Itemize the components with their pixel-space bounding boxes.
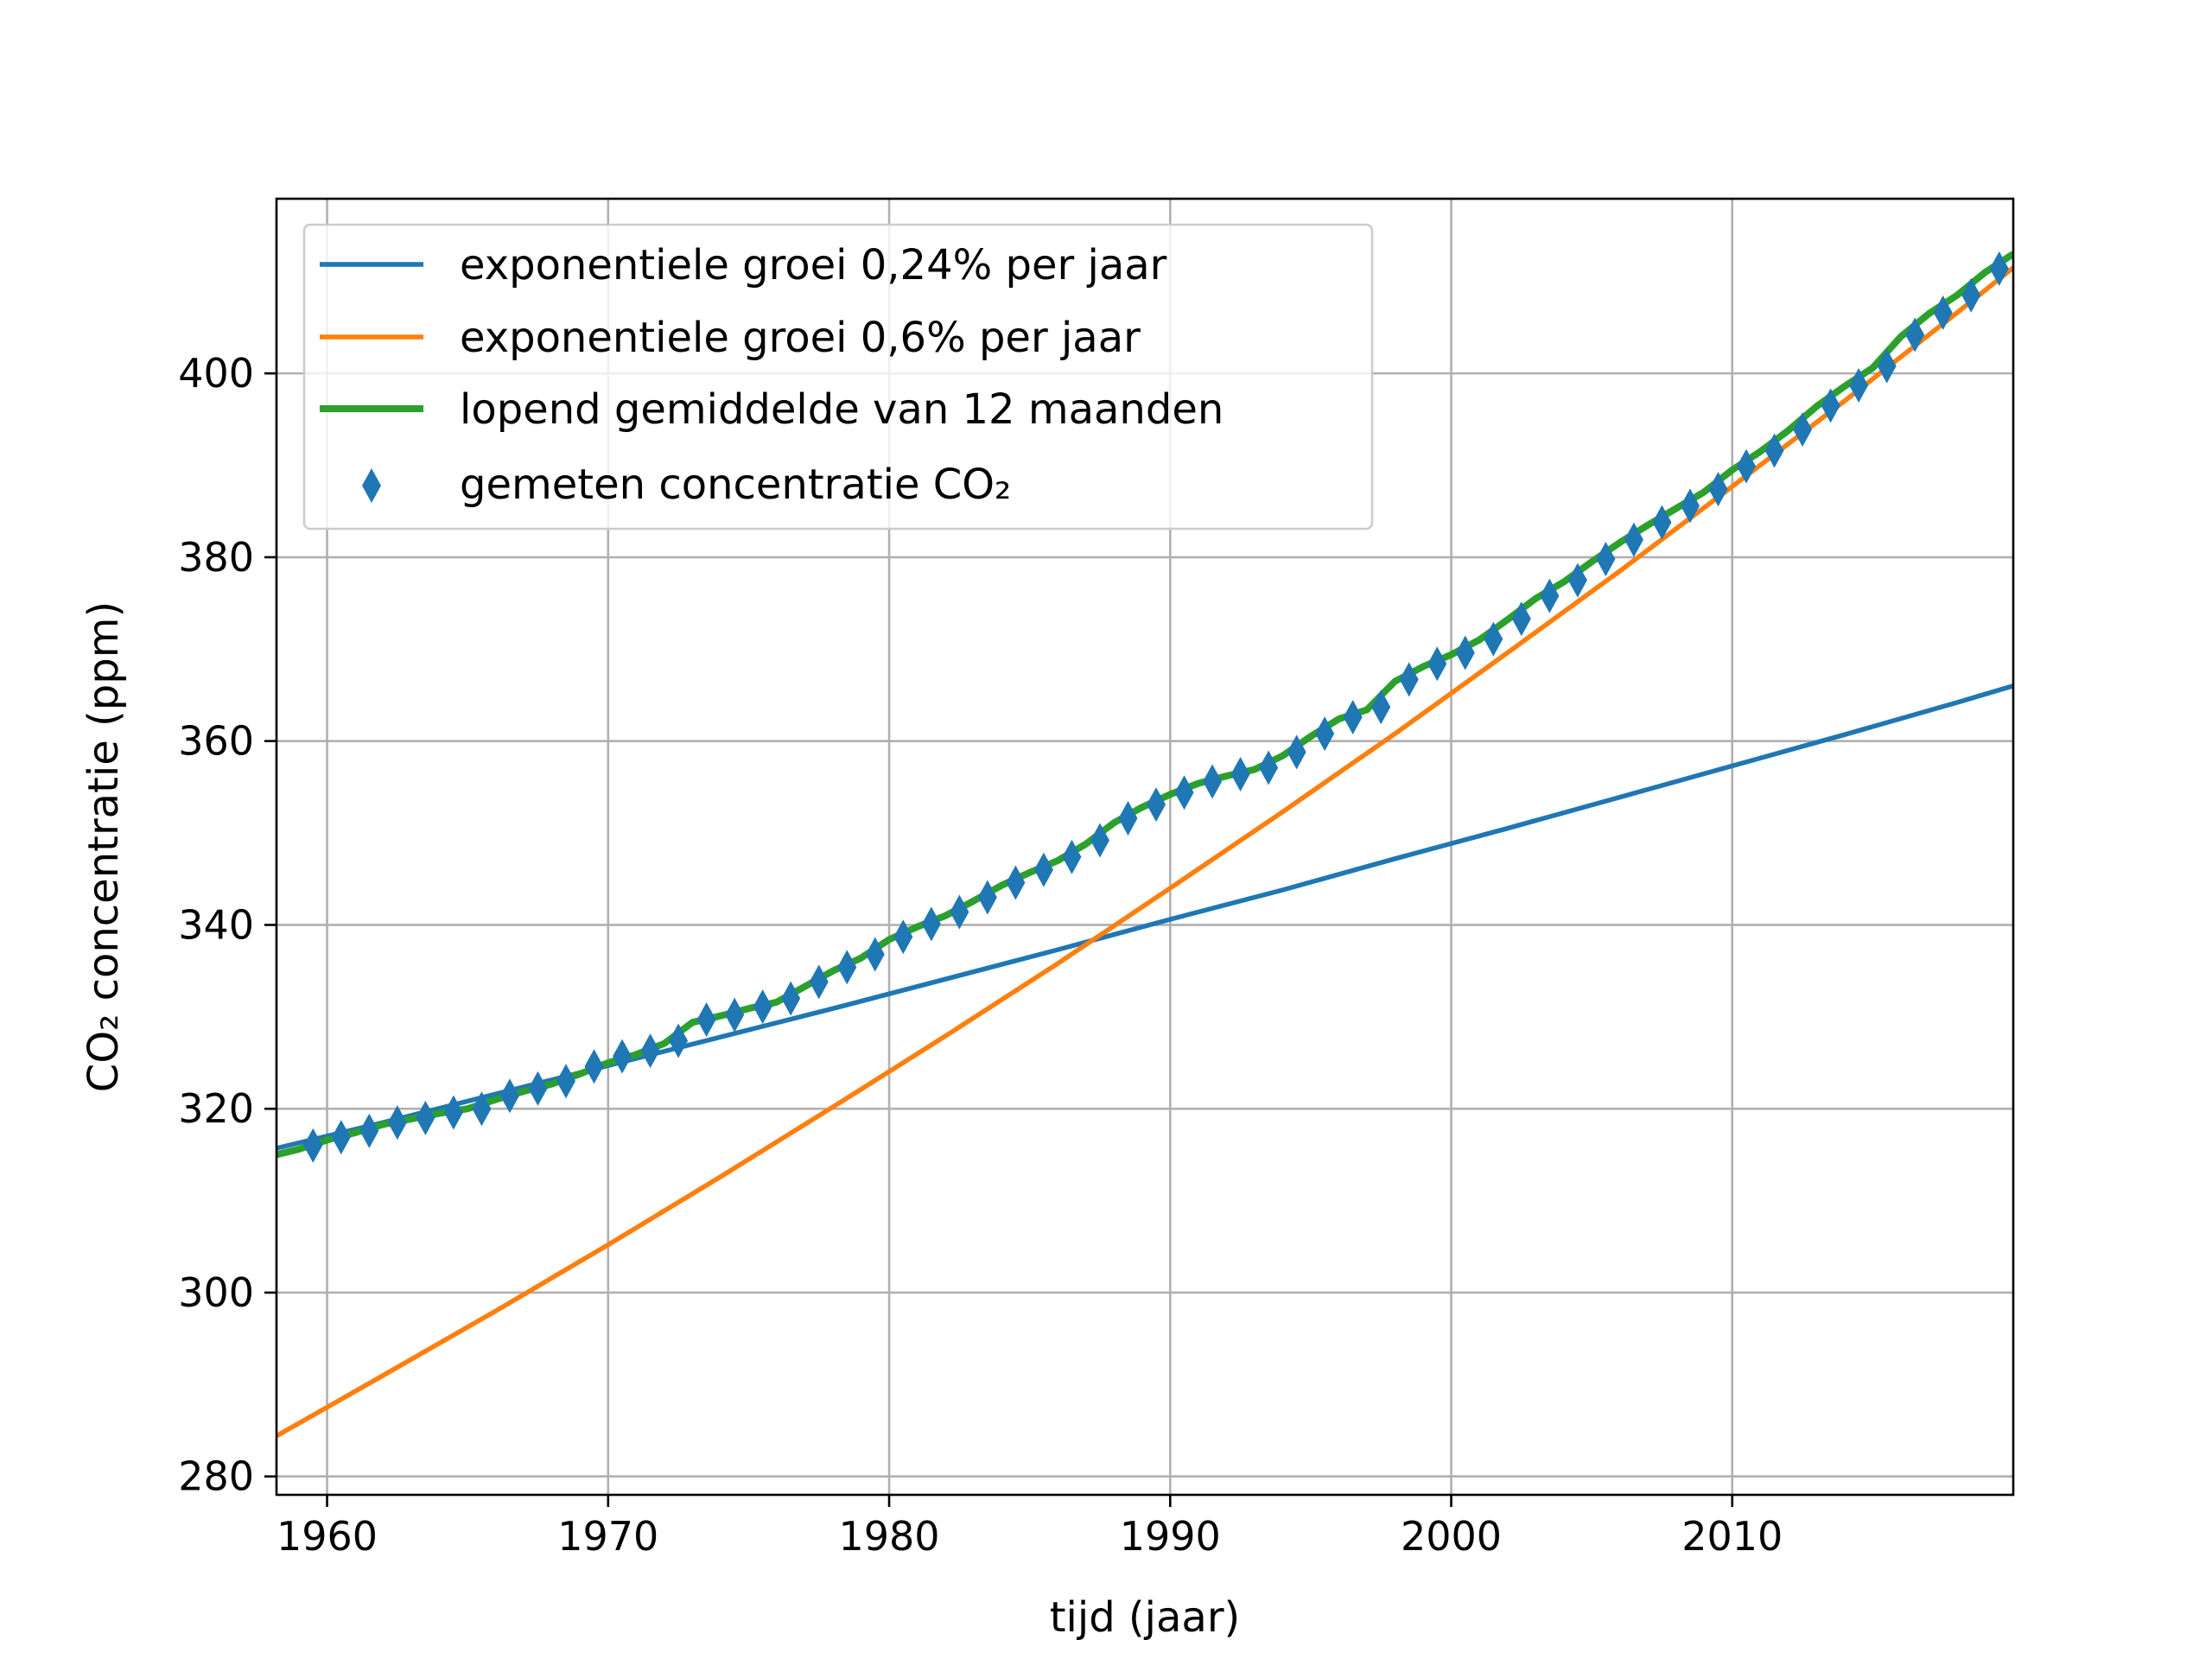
measured-co2-marker (1764, 433, 1784, 468)
measured-co2-marker (1090, 823, 1109, 858)
measured-co2-marker (696, 1002, 716, 1037)
measured-co2-marker (1118, 801, 1138, 836)
measured-co2-marker (1877, 348, 1897, 384)
y-tick-label: 300 (178, 1269, 254, 1316)
y-tick-label: 360 (178, 718, 254, 765)
measured-co2-marker (977, 880, 997, 915)
y-tick-label: 380 (178, 534, 254, 581)
measured-co2-marker (1343, 700, 1363, 734)
measured-co2-marker (528, 1071, 548, 1106)
measured-co2-marker (837, 950, 857, 985)
measured-co2-marker (893, 919, 913, 955)
measured-co2-marker (584, 1049, 604, 1084)
measured-co2-marker (1540, 578, 1560, 613)
measured-co2-marker (753, 989, 772, 1025)
legend-label-4: gemeten concentratie CO₂ (460, 461, 1011, 509)
measured-co2-marker (556, 1064, 575, 1099)
x-ticks: 1960 1970 1980 1990 2000 2010 (276, 1495, 1783, 1560)
measured-co2-marker (303, 1128, 323, 1163)
measured-co2-marker (613, 1039, 632, 1074)
measured-co2-marker (1821, 388, 1840, 423)
measured-co2-marker (1259, 750, 1279, 785)
legend: exponentiele groei 0,24% per jaar expone… (302, 223, 1374, 531)
measured-co2-marker (1062, 839, 1082, 874)
measured-co2-marker (1287, 734, 1306, 770)
legend-swatch-diamond-marker (362, 468, 381, 503)
y-tick-label: 400 (178, 350, 254, 397)
measured-co2-marker (669, 1023, 689, 1058)
measured-co2-marker (1680, 488, 1700, 524)
legend-box (302, 223, 1374, 531)
x-tick-label: 1990 (1120, 1513, 1221, 1560)
x-axis-label: tijd (jaar) (1050, 1593, 1241, 1642)
measured-co2-marker (1652, 505, 1672, 540)
x-tick-label: 1960 (276, 1513, 378, 1560)
measured-co2-marker (725, 997, 745, 1033)
measured-co2-marker (1737, 448, 1757, 484)
measured-co2-marker (1371, 690, 1391, 725)
measured-co2-marker (921, 906, 941, 942)
x-tick-label: 2000 (1401, 1513, 1502, 1560)
measured-co2-marker (1905, 317, 1925, 353)
measured-co2-marker (1511, 601, 1531, 637)
measured-co2-marker (499, 1078, 519, 1114)
legend-label-1: exponentiele groei 0,24% per jaar (460, 241, 1167, 289)
measured-co2-marker (443, 1095, 463, 1130)
plot-frame (275, 197, 2015, 1497)
measured-co2-marker (359, 1113, 379, 1148)
measured-co2-marker (1567, 563, 1587, 598)
measured-co2-marker (781, 981, 801, 1016)
measured-co2-marker (1230, 756, 1250, 791)
measured-co2-marker (1174, 775, 1194, 810)
measured-co2-marker (1033, 852, 1053, 887)
measured-co2-marker (1793, 412, 1813, 448)
measured-co2-marker (1399, 662, 1419, 697)
measured-co2-marker (1427, 646, 1447, 682)
measured-co2-marker (1933, 295, 1953, 330)
measured-co2-marker (387, 1105, 407, 1141)
x-tick-label: 1970 (557, 1513, 658, 1560)
measured-co2-marker (1596, 542, 1616, 577)
legend-label-2: exponentiele groei 0,6% per jaar (460, 314, 1141, 362)
measured-co2-marker (809, 964, 829, 1000)
y-tick-label: 340 (178, 901, 254, 948)
measured-co2-marker (1455, 635, 1475, 671)
measured-co2-marker (640, 1033, 660, 1069)
series-layer (276, 251, 2013, 1439)
measured-co2-marker (1203, 764, 1223, 799)
measured-co2-marker (1484, 621, 1503, 657)
measured-co2-marker (331, 1120, 351, 1155)
x-tick-label: 1980 (838, 1513, 939, 1560)
legend-label-3: lopend gemiddelde van 12 maanden (460, 385, 1224, 434)
measured-co2-marker (1961, 277, 1981, 313)
measured-co2-marker (1624, 522, 1643, 557)
y-tick-label: 280 (178, 1453, 254, 1500)
measured-co2-marker (1708, 472, 1728, 507)
x-tick-label: 2010 (1681, 1513, 1783, 1560)
measured-co2-marker (950, 894, 969, 930)
measured-co2-marker (1849, 367, 1869, 403)
y-ticks: 280 300 320 340 360 380 400 (178, 350, 276, 1500)
measured-co2-marker (1006, 865, 1026, 900)
measured-co2-marker (1147, 787, 1166, 823)
measured-co2-marker (1989, 251, 2009, 286)
measured-co2-marker (472, 1091, 492, 1127)
y-axis-label: CO₂ concentratie (ppm) (79, 601, 128, 1092)
measured-co2-marker (865, 937, 885, 972)
measured-co2-marker (416, 1100, 435, 1135)
measured-co2-marker (1315, 716, 1335, 752)
y-tick-label: 320 (178, 1085, 254, 1132)
